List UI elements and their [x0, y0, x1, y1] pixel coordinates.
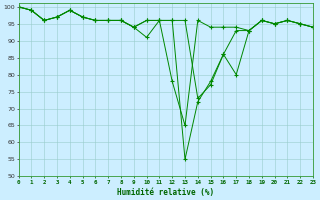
X-axis label: Humidité relative (%): Humidité relative (%): [117, 188, 214, 197]
